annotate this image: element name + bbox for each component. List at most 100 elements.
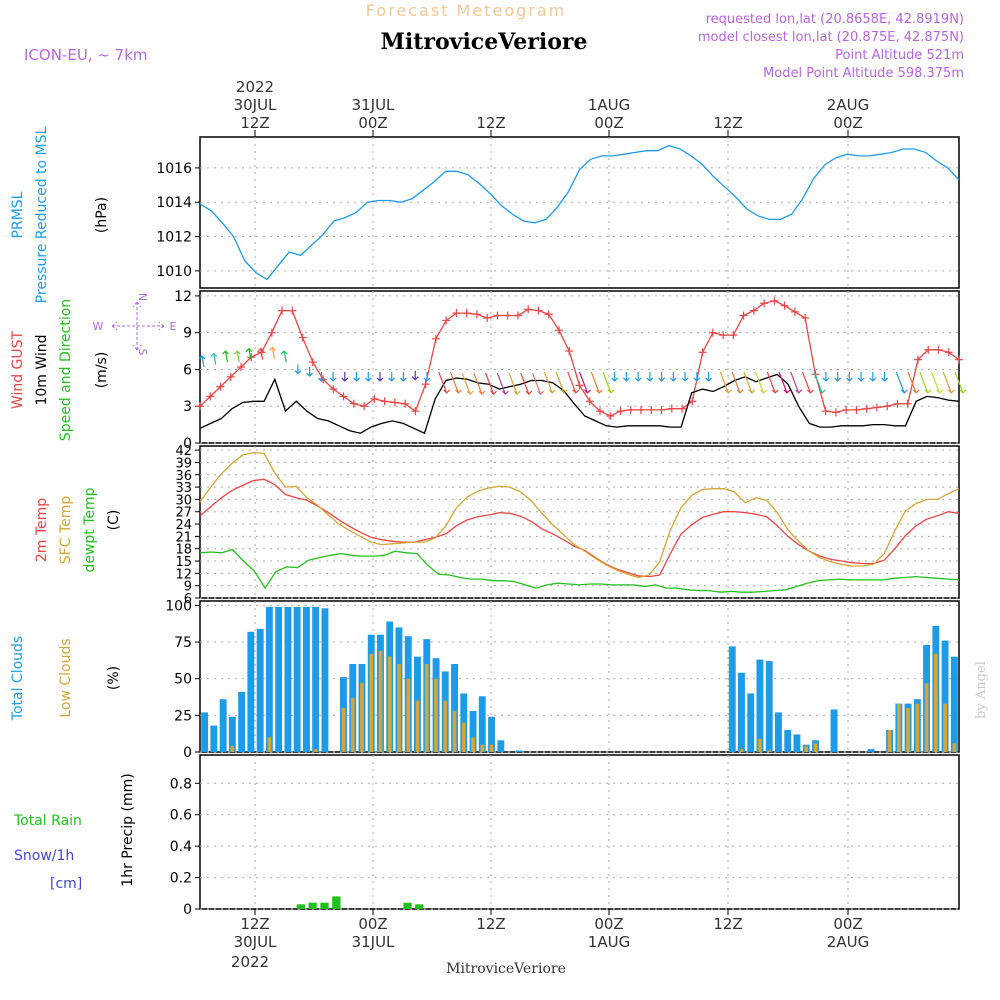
y-tick-label: 25: [174, 708, 192, 724]
low-cloud-bar: [350, 697, 355, 752]
panel-frame: [199, 754, 960, 910]
bottom-year: 2022: [231, 953, 269, 971]
wind-arrow-15: [376, 371, 384, 382]
gust-marker: [308, 358, 317, 367]
bottom-tick-day: 2AUG: [827, 933, 869, 951]
low-cloud-bar: [434, 678, 438, 752]
total-cloud-bar: [228, 716, 236, 752]
wind-arrow-12: [341, 371, 349, 382]
y-tick-label: 30: [175, 493, 192, 508]
panel-wind: 0 3 6 9 12 Wind GUST 10m Wind Speed and Directi…: [10, 289, 967, 452]
rain-bar: [296, 904, 305, 909]
total-cloud-bar: [728, 646, 736, 752]
wind-arrow-30: [555, 371, 568, 394]
compass-w: W: [93, 320, 104, 333]
low-cloud-bar: [230, 746, 235, 752]
total-cloud-bar: [765, 661, 773, 752]
low-cloud-bar: [480, 744, 485, 752]
gust-marker: [790, 307, 799, 316]
y-tick-label: 1010: [156, 264, 192, 280]
gust-marker: [226, 372, 235, 381]
wind-arrow-17: [400, 371, 407, 382]
gust-marker: [944, 348, 953, 357]
total-cloud-bar: [830, 709, 838, 752]
panel-clouds: 0 25 50 75 100 Total Clouds Low Clouds (%): [10, 598, 960, 761]
gust-marker: [770, 296, 779, 305]
low-cloud-bar: [378, 650, 383, 752]
gust-marker: [339, 392, 348, 401]
wind-arrow-19: [423, 371, 431, 382]
wind-arrow-16: [388, 371, 396, 382]
low-cloud-bar: [813, 743, 818, 752]
top-tick-day: 1AUG: [588, 96, 630, 114]
bottom-tick-day: 1AUG: [588, 933, 630, 951]
point-altitude: Point Altitude 521m: [835, 48, 964, 63]
total-cloud-bar: [497, 740, 505, 752]
ylabel-2m-temp: 2m Temp: [34, 498, 50, 562]
gust-marker: [852, 405, 861, 414]
wind-arrow-55: [845, 371, 853, 382]
gust-marker: [924, 345, 933, 354]
wind-arrow-37: [634, 371, 642, 382]
wind-arrow-51: [801, 371, 814, 394]
gust-marker: [934, 345, 943, 354]
total-cloud-bar: [784, 730, 792, 752]
wind-arrow-24: [485, 372, 498, 395]
ylabel-total-clouds: Total Clouds: [10, 636, 26, 721]
y-tick-label: 0.8: [170, 776, 192, 792]
gust-marker: [360, 402, 369, 411]
bottom-tick-day: 31JUL: [352, 933, 395, 951]
gust-marker: [267, 328, 276, 337]
gust-marker: [401, 399, 410, 408]
panels: 1010 1012 1014 1016 PRMSL Pressure Reduced to…: [10, 126, 967, 918]
gust-marker: [637, 405, 646, 414]
wind-arrow-28: [532, 372, 544, 395]
total-cloud-bar: [867, 749, 875, 752]
series-line-sfc-temp: [199, 451, 960, 579]
y-tick-label: 0: [183, 902, 192, 918]
top-year: 2022: [236, 78, 274, 96]
wind-arrow-38: [646, 371, 654, 382]
ylabel-10m-wind: 10m Wind: [34, 334, 50, 405]
ylabel-snow-unit: [cm]: [50, 876, 82, 892]
total-cloud-bar: [256, 628, 264, 752]
low-cloud-bar: [943, 703, 947, 752]
low-cloud-bar: [341, 708, 346, 752]
gust-marker: [288, 306, 297, 315]
total-cloud-bar: [793, 734, 801, 752]
wind-arrow-26: [508, 372, 521, 395]
total-cloud-bar: [303, 606, 310, 752]
gust-marker: [452, 309, 461, 318]
gust-marker: [821, 407, 830, 416]
wind-arrow-54: [834, 371, 842, 382]
gust-marker: [801, 313, 810, 322]
gust-marker: [565, 347, 574, 356]
gust-marker: [196, 402, 204, 411]
gust-marker: [380, 397, 389, 406]
gust-marker: [431, 334, 440, 343]
total-cloud-bar: [950, 656, 958, 752]
wind-arrow-33: [590, 371, 603, 394]
y-tick-label: 33: [175, 481, 192, 496]
low-cloud-bar: [758, 738, 762, 752]
total-cloud-bar: [941, 640, 949, 752]
gust-marker: [883, 402, 892, 411]
compass-n: N: [136, 293, 149, 301]
y-tick-label: 0.4: [170, 839, 192, 855]
gust-marker: [626, 405, 635, 414]
total-cloud-bar: [210, 725, 218, 752]
y-tick-label: 42: [175, 444, 192, 459]
gust-marker: [616, 407, 625, 416]
gust-marker: [678, 404, 687, 413]
ylabel-wind-gust: Wind GUST: [10, 330, 26, 409]
total-cloud-bar: [469, 711, 477, 752]
total-cloud-bar: [201, 712, 209, 752]
watermark: by Angel: [974, 661, 989, 719]
rain-bar: [332, 896, 341, 909]
gust-marker: [780, 301, 789, 310]
y-tick-label: 1014: [156, 195, 192, 211]
